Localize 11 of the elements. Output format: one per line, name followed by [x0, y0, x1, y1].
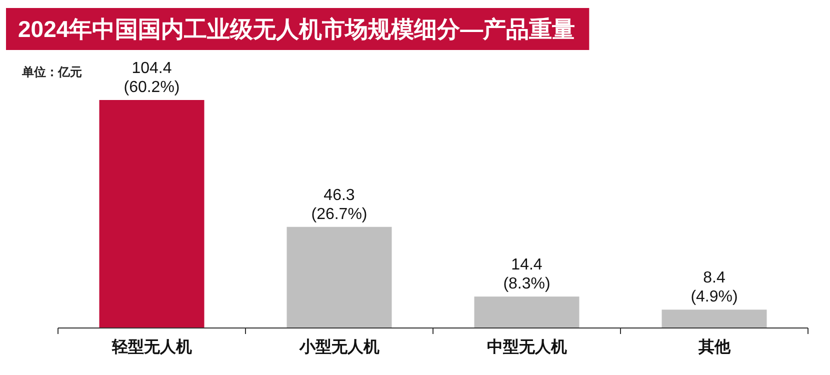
x-tick-label: 其他: [697, 338, 732, 356]
x-tick-label: 中型无人机: [486, 338, 567, 356]
x-tick-label: 轻型无人机: [110, 338, 192, 356]
x-tick-label: 小型无人机: [298, 338, 380, 356]
data-label: 104.4 (60.2%): [124, 60, 180, 96]
data-label: 46.3 (26.7%): [311, 186, 368, 223]
data-label: 14.4 (8.3%): [503, 256, 550, 293]
text: 单位：亿元: [21, 65, 82, 79]
title: 2024年中国国内工业级无人机市场规模细分—产品重量: [6, 8, 590, 50]
data-label: 8.4 (4.9%): [690, 270, 738, 306]
chart-title: 2024年中国国内工业级无人机市场规模细分—产品重量: [18, 16, 576, 42]
